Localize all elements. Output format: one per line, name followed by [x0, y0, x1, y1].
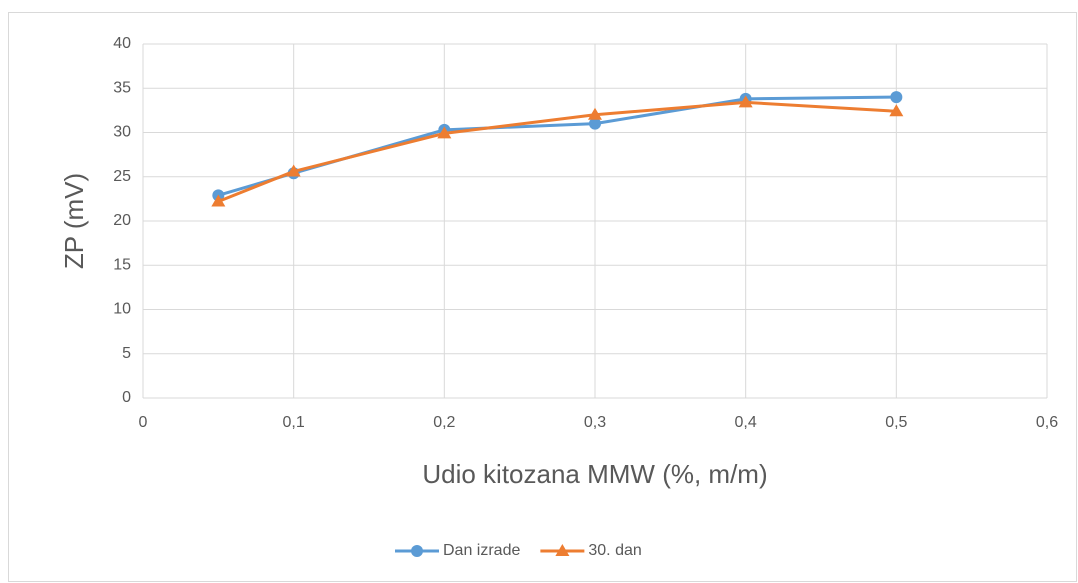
y-tick-label: 20 — [113, 212, 131, 229]
marker — [211, 194, 226, 207]
y-tick-label: 35 — [113, 79, 131, 96]
y-axis-title: ZP (mV) — [59, 173, 89, 269]
marker — [889, 104, 904, 117]
y-tick-label: 40 — [113, 35, 131, 52]
y-tick-label: 15 — [113, 256, 131, 273]
series-line — [217, 100, 897, 203]
y-tick-label: 0 — [122, 389, 131, 406]
x-tick-label: 0,5 — [885, 414, 907, 431]
marker — [286, 164, 301, 177]
y-tick-label: 25 — [113, 168, 131, 185]
marker — [555, 544, 570, 556]
x-axis-title: Udio kitozana MMW (%, m/m) — [422, 459, 767, 489]
marker — [411, 545, 423, 557]
legend-text: 30. dan — [588, 542, 641, 559]
marker — [588, 107, 602, 120]
x-tick-label: 0 — [139, 414, 148, 431]
x-tick-label: 0,2 — [433, 414, 455, 431]
marker — [738, 95, 753, 108]
x-tick-label: 0,6 — [1036, 414, 1058, 431]
y-tick-label: 5 — [122, 345, 131, 362]
chart-border — [8, 12, 1077, 582]
marker — [589, 117, 601, 130]
y-tick-label: 10 — [113, 301, 131, 318]
y-tick-label: 30 — [113, 124, 131, 141]
x-tick-label: 0,4 — [735, 414, 757, 431]
marker — [437, 126, 452, 139]
marker — [890, 91, 903, 104]
legend-text: Dan izrade — [443, 542, 520, 559]
x-tick-label: 0,3 — [584, 414, 606, 431]
x-tick-label: 0,1 — [283, 414, 305, 431]
